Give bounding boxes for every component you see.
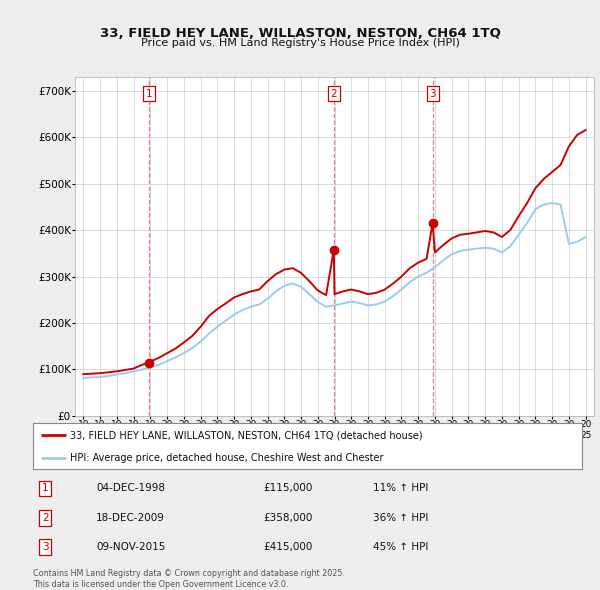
Text: 2: 2 <box>331 88 337 99</box>
Text: 33, FIELD HEY LANE, WILLASTON, NESTON, CH64 1TQ: 33, FIELD HEY LANE, WILLASTON, NESTON, C… <box>100 27 500 40</box>
Text: 11% ↑ HPI: 11% ↑ HPI <box>373 483 429 493</box>
Text: 2: 2 <box>42 513 49 523</box>
Text: £415,000: £415,000 <box>263 542 313 552</box>
Text: £358,000: £358,000 <box>263 513 313 523</box>
Text: 04-DEC-1998: 04-DEC-1998 <box>96 483 165 493</box>
Text: Contains HM Land Registry data © Crown copyright and database right 2025.
This d: Contains HM Land Registry data © Crown c… <box>33 569 345 589</box>
Text: 33, FIELD HEY LANE, WILLASTON, NESTON, CH64 1TQ (detached house): 33, FIELD HEY LANE, WILLASTON, NESTON, C… <box>70 431 423 441</box>
Text: HPI: Average price, detached house, Cheshire West and Chester: HPI: Average price, detached house, Ches… <box>70 453 384 463</box>
Text: £115,000: £115,000 <box>263 483 313 493</box>
Text: 1: 1 <box>42 483 49 493</box>
Text: 36% ↑ HPI: 36% ↑ HPI <box>373 513 429 523</box>
Text: 09-NOV-2015: 09-NOV-2015 <box>96 542 166 552</box>
Text: 45% ↑ HPI: 45% ↑ HPI <box>373 542 429 552</box>
Text: 1: 1 <box>146 88 152 99</box>
Text: 3: 3 <box>42 542 49 552</box>
Text: 18-DEC-2009: 18-DEC-2009 <box>96 513 165 523</box>
Text: 3: 3 <box>429 88 436 99</box>
Text: Price paid vs. HM Land Registry's House Price Index (HPI): Price paid vs. HM Land Registry's House … <box>140 38 460 48</box>
